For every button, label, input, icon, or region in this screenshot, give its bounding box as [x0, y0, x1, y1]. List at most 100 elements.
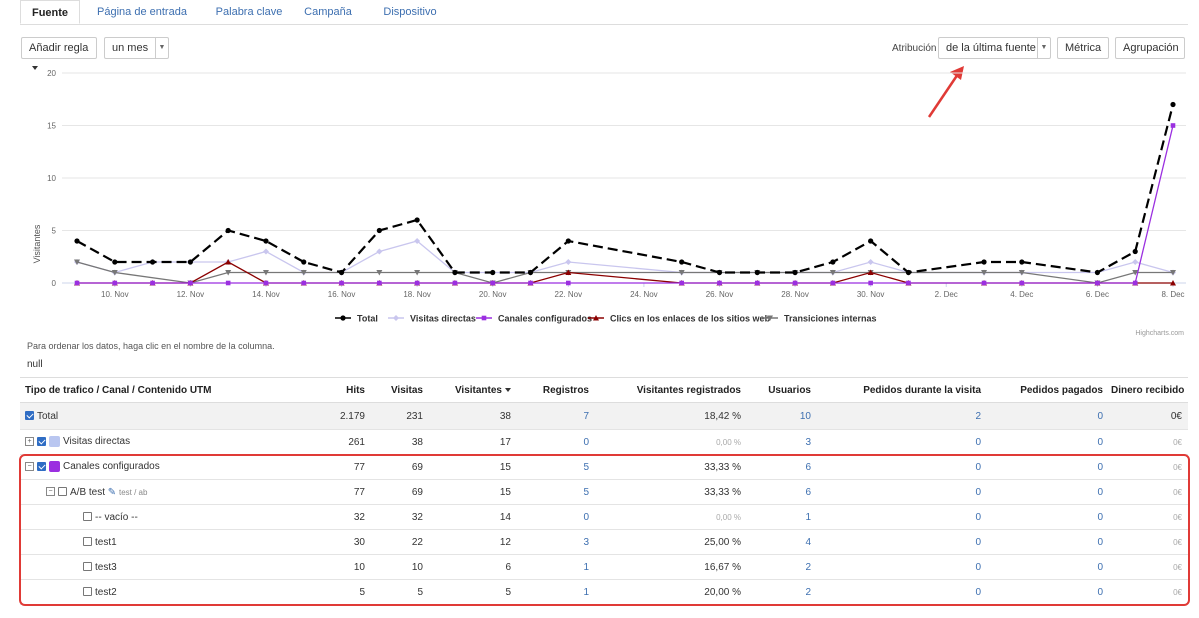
period-select[interactable]: un mes ▼	[104, 37, 169, 59]
cell-orders[interactable]: 0	[817, 454, 987, 480]
data-point	[754, 269, 760, 276]
tab-pagina-de-entrada[interactable]: Página de entrada	[97, 6, 187, 18]
cell-users[interactable]: 1	[747, 504, 817, 530]
cell-hits: 32	[293, 504, 371, 530]
data-point	[565, 259, 572, 265]
cell-paid[interactable]: 0	[987, 529, 1109, 555]
col-header-visitantes-registrados[interactable]: Visitantes registrados	[595, 377, 747, 403]
col-header-dinero[interactable]: Dinero recibido	[1109, 377, 1188, 403]
cell-paid[interactable]: 0	[987, 579, 1109, 605]
x-tick-label: 2. Dec	[935, 290, 958, 299]
data-point	[830, 259, 836, 265]
cell-paid[interactable]: 0	[987, 454, 1109, 480]
cell-reg[interactable]: 5	[517, 479, 595, 505]
cell-visitors: 17	[429, 429, 517, 455]
cell-users[interactable]: 4	[747, 529, 817, 555]
cell-users[interactable]: 2	[747, 554, 817, 580]
row-checkbox[interactable]	[58, 487, 67, 497]
add-rule-button[interactable]: Añadir regla	[21, 37, 97, 71]
data-point	[225, 259, 232, 265]
data-point	[1170, 101, 1176, 108]
tab-campana[interactable]: Campaña	[304, 6, 352, 18]
row-checkbox[interactable]	[83, 512, 92, 522]
row-label: test2	[20, 579, 293, 605]
cell-orders[interactable]: 0	[817, 529, 987, 555]
cell-reg[interactable]: 0	[517, 429, 595, 455]
cell-orders[interactable]: 0	[817, 429, 987, 455]
data-point	[565, 269, 572, 275]
row-checkbox[interactable]	[83, 562, 92, 572]
cell-reg-visitors: 16,67 %	[595, 554, 747, 580]
cell-orders[interactable]: 0	[817, 479, 987, 505]
row-name: test2	[95, 586, 117, 598]
cell-paid[interactable]: 0	[987, 429, 1109, 455]
cell-reg[interactable]: 1	[517, 579, 595, 605]
cell-paid[interactable]: 0	[987, 554, 1109, 580]
row-checkbox[interactable]	[83, 587, 92, 597]
row-name: -- vacío --	[95, 511, 138, 523]
cell-reg[interactable]: 7	[517, 402, 595, 430]
series-line	[76, 240, 1174, 274]
tab-dispositivo[interactable]: Dispositivo	[383, 6, 437, 18]
collapse-icon[interactable]: −	[25, 462, 34, 472]
collapse-icon[interactable]: −	[46, 487, 55, 497]
data-point	[262, 248, 269, 255]
data-point	[1132, 259, 1139, 265]
col-header-registros[interactable]: Registros	[517, 377, 595, 403]
cell-reg[interactable]: 1	[517, 554, 595, 580]
cell-reg[interactable]: 3	[517, 529, 595, 555]
cell-hits: 77	[293, 479, 371, 505]
row-checkbox[interactable]	[83, 537, 92, 547]
data-point	[187, 259, 193, 265]
col-header-visitantes[interactable]: Visitantes	[429, 377, 517, 403]
cell-users[interactable]: 6	[747, 454, 817, 480]
cell-paid[interactable]: 0	[987, 479, 1109, 505]
chart-credits: Highcharts.com	[1135, 330, 1184, 337]
grouping-button[interactable]: Agrupación	[1115, 37, 1185, 59]
data-point	[263, 238, 269, 244]
cell-users[interactable]: 2	[747, 579, 817, 605]
cell-users[interactable]: 6	[747, 479, 817, 505]
data-point	[262, 270, 269, 276]
legend-label: Clics en los enlaces de los sitios web	[610, 314, 771, 324]
cell-users[interactable]: 10	[747, 402, 817, 430]
cell-users[interactable]: 3	[747, 429, 817, 455]
x-tick-label: 4. Dec	[1010, 290, 1033, 299]
cell-visits: 38	[371, 429, 429, 455]
cell-reg-visitors: 18,42 %	[595, 402, 747, 430]
edit-icon[interactable]: ✎	[107, 486, 117, 498]
col-header-visitas[interactable]: Visitas	[371, 377, 429, 403]
cell-reg[interactable]: 5	[517, 454, 595, 480]
cell-orders[interactable]: 0	[817, 579, 987, 605]
row-name: Total	[37, 410, 59, 422]
cell-reg-visitors: 20,00 %	[595, 579, 747, 605]
cell-orders[interactable]: 0	[817, 504, 987, 530]
row-name: Canales configurados	[63, 461, 160, 473]
cell-paid[interactable]: 0	[987, 402, 1109, 430]
row-checkbox[interactable]	[37, 437, 46, 447]
col-header-hits[interactable]: Hits	[293, 377, 371, 403]
legend-label: Total	[357, 314, 378, 324]
cell-orders[interactable]: 2	[817, 402, 987, 430]
col-header-visitantes-label: Visitantes	[454, 384, 502, 396]
row-checkbox[interactable]	[37, 462, 46, 472]
tab-fuente[interactable]: Fuente	[20, 0, 80, 24]
row-checkbox[interactable]	[25, 411, 34, 421]
row-name: test1	[95, 536, 117, 548]
col-header-tipo[interactable]: Tipo de trafico / Canal / Contenido UTM	[20, 377, 293, 403]
attribution-select[interactable]: de la última fuente ▼	[938, 37, 1051, 59]
data-point	[414, 270, 421, 276]
direct-visit-icon	[49, 436, 60, 448]
tab-palabra-clave[interactable]: Palabra clave	[215, 6, 283, 18]
data-point	[679, 280, 684, 286]
cell-paid[interactable]: 0	[987, 504, 1109, 530]
metric-button[interactable]: Métrica	[1057, 37, 1109, 59]
cell-orders[interactable]: 0	[817, 554, 987, 580]
col-header-pedidos-visita[interactable]: Pedidos durante la visita	[817, 377, 987, 403]
col-header-pedidos-pagados[interactable]: Pedidos pagados	[987, 377, 1109, 403]
col-header-usuarios[interactable]: Usuarios	[747, 377, 817, 403]
data-point	[792, 269, 798, 276]
expand-icon[interactable]: +	[25, 437, 34, 447]
cell-reg[interactable]: 0	[517, 504, 595, 530]
cell-visits: 69	[371, 454, 429, 480]
